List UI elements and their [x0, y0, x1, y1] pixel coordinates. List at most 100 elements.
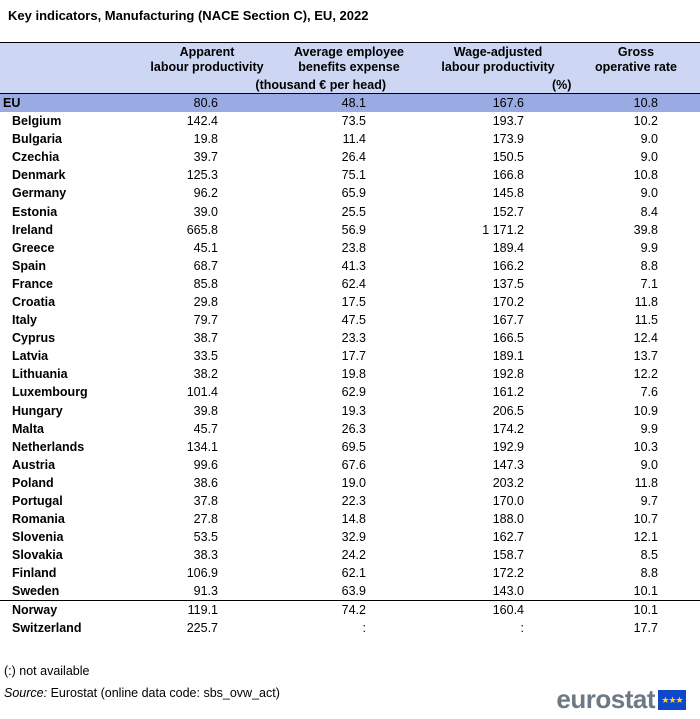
- row-value: 166.8: [492, 168, 524, 183]
- row-value: 19.8: [193, 132, 218, 147]
- row-value: 48.1: [274, 93, 424, 112]
- row-value: 79.7: [193, 313, 218, 328]
- row-value: 26.3: [341, 421, 366, 436]
- row-country: EU: [0, 93, 140, 112]
- row-country: Croatia: [12, 294, 56, 309]
- row-value: 62.4: [341, 276, 366, 291]
- row-value: 189.1: [492, 349, 524, 364]
- row-value: 162.7: [492, 530, 524, 545]
- row-value: 56.9: [341, 222, 366, 237]
- row-country: Ireland: [12, 222, 53, 237]
- table-row: Finland 106.9 62.1 172.2 8.8: [0, 564, 700, 582]
- row-value: 74.2: [274, 600, 424, 620]
- row-value: 8.8: [640, 566, 658, 581]
- row-value: 75.1: [341, 168, 366, 183]
- row-country: Slovenia: [12, 530, 64, 545]
- source-text: Eurostat (online data code: sbs_ovw_act): [50, 686, 280, 700]
- row-value: 96.2: [193, 186, 218, 201]
- row-value: 225.7: [186, 621, 218, 636]
- row-value: 27.8: [193, 512, 218, 527]
- row-value: 39.0: [193, 204, 218, 219]
- row-value: 32.9: [341, 530, 366, 545]
- row-value: 167.6: [424, 93, 572, 112]
- table-row: Austria 99.6 67.6 147.3 9.0: [0, 456, 700, 474]
- row-value: 12.2: [633, 367, 658, 382]
- row-value: 29.8: [193, 294, 218, 309]
- row-value: 38.6: [193, 475, 218, 490]
- row-country: Netherlands: [12, 439, 85, 454]
- table-row: Greece 45.1 23.8 189.4 9.9: [0, 239, 700, 257]
- row-value: 9.0: [640, 457, 658, 472]
- row-value: :: [520, 621, 524, 636]
- row-value: 192.8: [492, 367, 524, 382]
- table-row: Germany 96.2 65.9 145.8 9.0: [0, 184, 700, 202]
- row-country: Romania: [12, 512, 65, 527]
- row-value: 19.3: [341, 403, 366, 418]
- table-body: EU 80.6 48.1 167.6 10.8 Belgium 142.4 73.5 193.7…: [0, 93, 700, 638]
- row-country: Malta: [12, 421, 44, 436]
- row-country: France: [12, 276, 53, 291]
- row-value: 11.4: [342, 132, 366, 147]
- row-value: 53.5: [193, 530, 218, 545]
- row-value: 45.7: [193, 421, 218, 436]
- row-value: 9.0: [640, 132, 658, 147]
- row-value: 158.7: [492, 548, 524, 563]
- row-value: 192.9: [492, 439, 524, 454]
- table-row: Hungary 39.8 19.3 206.5 10.9: [0, 402, 700, 420]
- row-country: Latvia: [12, 349, 49, 364]
- row-country: Luxembourg: [12, 385, 88, 400]
- row-value: 10.8: [633, 168, 658, 183]
- table-row: Spain 68.7 41.3 166.2 8.8: [0, 257, 700, 275]
- row-value: 665.8: [186, 222, 218, 237]
- row-country: Switzerland: [12, 621, 82, 636]
- table-row: Netherlands 134.1 69.5 192.9 10.3: [0, 438, 700, 456]
- row-value: 69.5: [341, 439, 366, 454]
- table-row: Sweden 91.3 63.9 143.0 10.1: [0, 582, 700, 601]
- row-value: 62.1: [341, 566, 366, 581]
- unit-thousand-euro: (thousand € per head): [255, 78, 386, 92]
- table-row: Ireland 665.8 56.9 1 171.2 39.8: [0, 221, 700, 239]
- row-value: 17.7: [633, 621, 658, 636]
- row-value: 119.1: [140, 600, 274, 620]
- table-row: Lithuania 38.2 19.8 192.8 12.2: [0, 365, 700, 383]
- header-wage-adjusted-productivity: Wage-adjusted labour productivity: [424, 42, 572, 77]
- row-value: 85.8: [193, 276, 218, 291]
- table-row: Bulgaria 19.8 11.4 173.9 9.0: [0, 130, 700, 148]
- row-country: Austria: [12, 457, 56, 472]
- header-row: Apparent labour productivity Average emp…: [0, 42, 700, 77]
- row-value: 11.8: [634, 294, 658, 309]
- row-value: 65.9: [341, 186, 366, 201]
- row-value: 80.6: [140, 93, 274, 112]
- table-row: France 85.8 62.4 137.5 7.1: [0, 275, 700, 293]
- row-value: 10.3: [633, 439, 658, 454]
- row-value: 170.0: [492, 494, 524, 509]
- row-country: Germany: [12, 186, 67, 201]
- row-country: Belgium: [12, 114, 62, 129]
- row-country: Denmark: [12, 168, 66, 183]
- row-value: 10.2: [633, 114, 658, 129]
- row-value: 9.0: [640, 150, 658, 165]
- row-country: Czechia: [12, 150, 60, 165]
- row-value: 38.3: [193, 548, 218, 563]
- row-value: 73.5: [341, 114, 366, 129]
- row-value: 7.6: [640, 385, 658, 400]
- table-row: Slovakia 38.3 24.2 158.7 8.5: [0, 546, 700, 564]
- table-row: Norway 119.1 74.2 160.4 10.1: [0, 600, 700, 620]
- row-value: 63.9: [341, 584, 366, 599]
- row-value: 39.7: [193, 150, 218, 165]
- row-value: 106.9: [186, 566, 218, 581]
- table-row: Cyprus 38.7 23.3 166.5 12.4: [0, 329, 700, 347]
- row-value: 206.5: [492, 403, 524, 418]
- row-value: 203.2: [492, 475, 524, 490]
- row-country: Sweden: [12, 584, 60, 599]
- source-label: Source:: [4, 686, 48, 700]
- eurostat-logo: eurostat ★★★: [556, 684, 686, 715]
- table-row: Switzerland 225.7:: 17.7: [0, 619, 700, 637]
- row-value: 38.2: [193, 367, 218, 382]
- row-country: Portugal: [12, 494, 63, 509]
- row-value: 8.5: [640, 548, 658, 563]
- row-country: Greece: [12, 240, 55, 255]
- row-country: Norway: [0, 600, 140, 620]
- unit-percent: (%): [552, 78, 572, 92]
- units-row: (thousand € per head) (%): [0, 77, 700, 94]
